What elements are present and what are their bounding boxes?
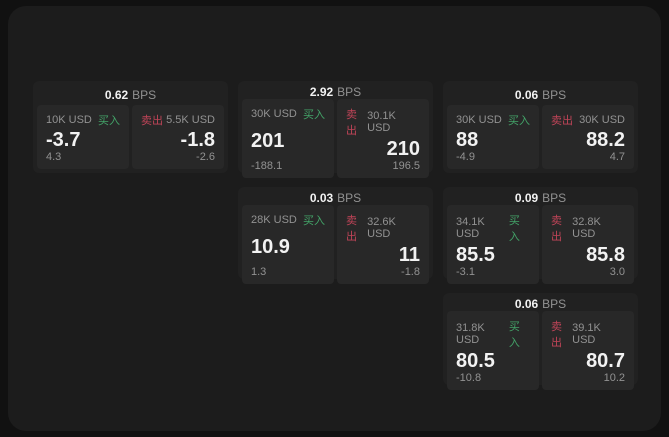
- bps-value: 0.62: [104, 88, 129, 102]
- sell-side-label: 卖出: [551, 115, 573, 127]
- quote-card: 0.62 BPS 10K USD 买入 -3.7 4.3 卖出 5.5K USD: [33, 81, 228, 173]
- buy-side-label: 买入: [508, 115, 530, 127]
- quote-cards-grid: 0.62 BPS 10K USD 买入 -3.7 4.3 卖出 5.5K USD: [33, 81, 638, 390]
- buy-price: 85.5: [456, 244, 495, 266]
- sell-price: 88.2: [586, 128, 625, 151]
- buy-sell-panels: 10K USD 买入 -3.7 4.3 卖出 5.5K USD -1.8 -2.…: [37, 105, 224, 169]
- buy-sub-value: 1.3: [251, 266, 267, 278]
- buy-side-label: 买入: [303, 109, 325, 121]
- buy-price: 201: [251, 130, 285, 152]
- buy-size-label: 34.1K USD: [456, 216, 485, 240]
- sell-price: 210: [386, 138, 420, 160]
- sell-sub-value: 196.5: [392, 160, 420, 172]
- sell-side-label: 卖出: [141, 115, 163, 127]
- sell-sub-value: 3.0: [609, 266, 625, 278]
- sell-side-label: 卖出: [551, 215, 562, 243]
- card-header: 0.62 BPS: [37, 85, 224, 105]
- buy-sub-value: 4.3: [46, 151, 62, 163]
- sell-panel[interactable]: 卖出 30.1K USD 210 196.5: [337, 99, 429, 178]
- sell-size-label: 5.5K USD: [166, 114, 215, 126]
- sell-sub-value: 4.7: [609, 151, 625, 163]
- sell-size-label: 39.1K USD: [572, 322, 601, 346]
- sell-sub-value: -1.8: [401, 266, 420, 278]
- sell-size-label: 32.8K USD: [572, 216, 601, 240]
- buy-sub-value: -3.1: [456, 266, 475, 278]
- buy-side-label: 买入: [508, 321, 520, 349]
- card-header: 2.92 BPS: [242, 85, 429, 99]
- buy-panel[interactable]: 31.8K USD 买入 80.5 -10.8: [447, 311, 539, 390]
- buy-sell-panels: 30K USD 买入 201 -188.1 卖出 30.1K USD 210 1…: [242, 99, 429, 178]
- sell-panel[interactable]: 卖出 39.1K USD 80.7 10.2: [542, 311, 634, 390]
- bps-value: 0.09: [514, 191, 539, 205]
- quote-card: 0.09 BPS 34.1K USD 买入 85.5 -3.1 卖出 32.8K…: [443, 187, 638, 284]
- buy-sell-panels: 34.1K USD 买入 85.5 -3.1 卖出 32.8K USD 85.8…: [447, 205, 634, 284]
- buy-sell-panels: 31.8K USD 买入 80.5 -10.8 卖出 39.1K USD 80.…: [447, 311, 634, 390]
- sell-price: 11: [398, 244, 420, 266]
- buy-sub-value: -4.9: [456, 151, 475, 163]
- buy-size-label: 10K USD: [46, 114, 92, 126]
- bps-unit-label: BPS: [337, 191, 362, 205]
- buy-price: 10.9: [251, 236, 290, 258]
- card-header: 0.03 BPS: [242, 191, 429, 205]
- buy-sub-value: -188.1: [251, 160, 283, 172]
- buy-panel[interactable]: 30K USD 买入 201 -188.1: [242, 99, 334, 178]
- buy-price: 80.5: [456, 350, 495, 372]
- buy-panel[interactable]: 30K USD 买入 88 -4.9: [447, 105, 539, 169]
- sell-price: 80.7: [586, 350, 625, 372]
- sell-panel[interactable]: 卖出 5.5K USD -1.8 -2.6: [132, 105, 224, 169]
- buy-side-label: 买入: [303, 215, 325, 227]
- buy-sell-panels: 28K USD 买入 10.9 1.3 卖出 32.6K USD 11 -1.8: [242, 205, 429, 284]
- sell-size-label: 30K USD: [579, 114, 625, 126]
- bps-unit-label: BPS: [337, 85, 362, 99]
- bps-value: 0.03: [309, 191, 334, 205]
- sell-sub-value: 10.2: [603, 372, 625, 384]
- sell-side-label: 卖出: [346, 109, 357, 137]
- sell-price: 85.8: [586, 244, 625, 266]
- sell-size-label: 32.6K USD: [367, 216, 396, 240]
- sell-price: -1.8: [180, 128, 215, 151]
- buy-price: -3.7: [46, 128, 81, 151]
- quote-card: 0.06 BPS 30K USD 买入 88 -4.9 卖出 30K USD: [443, 81, 638, 173]
- bps-unit-label: BPS: [542, 88, 567, 102]
- card-header: 0.06 BPS: [447, 85, 634, 105]
- buy-sub-value: -10.8: [456, 372, 482, 384]
- quote-card: 0.03 BPS 28K USD 买入 10.9 1.3 卖出 32.6K US…: [238, 187, 433, 284]
- quote-card: 2.92 BPS 30K USD 买入 201 -188.1 卖出 30.1K …: [238, 81, 433, 178]
- bps-value: 0.06: [514, 297, 539, 311]
- bps-value: 0.06: [514, 88, 539, 102]
- quote-card: 0.06 BPS 31.8K USD 买入 80.5 -10.8 卖出 39.1…: [443, 293, 638, 390]
- buy-price: 88: [456, 128, 479, 151]
- buy-side-label: 买入: [98, 115, 120, 127]
- buy-size-label: 31.8K USD: [456, 322, 485, 346]
- buy-panel[interactable]: 34.1K USD 买入 85.5 -3.1: [447, 205, 539, 284]
- buy-panel[interactable]: 10K USD 买入 -3.7 4.3: [37, 105, 129, 169]
- buy-sell-panels: 30K USD 买入 88 -4.9 卖出 30K USD 88.2 4.7: [447, 105, 634, 169]
- sell-side-label: 卖出: [551, 321, 562, 349]
- buy-size-label: 30K USD: [456, 114, 502, 126]
- bps-value: 2.92: [309, 85, 334, 99]
- buy-panel[interactable]: 28K USD 买入 10.9 1.3: [242, 205, 334, 284]
- card-header: 0.06 BPS: [447, 297, 634, 311]
- buy-side-label: 买入: [508, 215, 520, 243]
- sell-sub-value: -2.6: [196, 151, 215, 163]
- sell-side-label: 卖出: [346, 215, 357, 243]
- sell-panel[interactable]: 卖出 32.8K USD 85.8 3.0: [542, 205, 634, 284]
- sell-panel[interactable]: 卖出 32.6K USD 11 -1.8: [337, 205, 429, 284]
- buy-size-label: 28K USD: [251, 214, 297, 226]
- sell-panel[interactable]: 卖出 30K USD 88.2 4.7: [542, 105, 634, 169]
- buy-size-label: 30K USD: [251, 108, 297, 120]
- bps-unit-label: BPS: [542, 297, 567, 311]
- app-window: 0.62 BPS 10K USD 买入 -3.7 4.3 卖出 5.5K USD: [8, 6, 661, 431]
- bps-unit-label: BPS: [542, 191, 567, 205]
- card-header: 0.09 BPS: [447, 191, 634, 205]
- bps-unit-label: BPS: [132, 88, 157, 102]
- sell-size-label: 30.1K USD: [367, 110, 396, 134]
